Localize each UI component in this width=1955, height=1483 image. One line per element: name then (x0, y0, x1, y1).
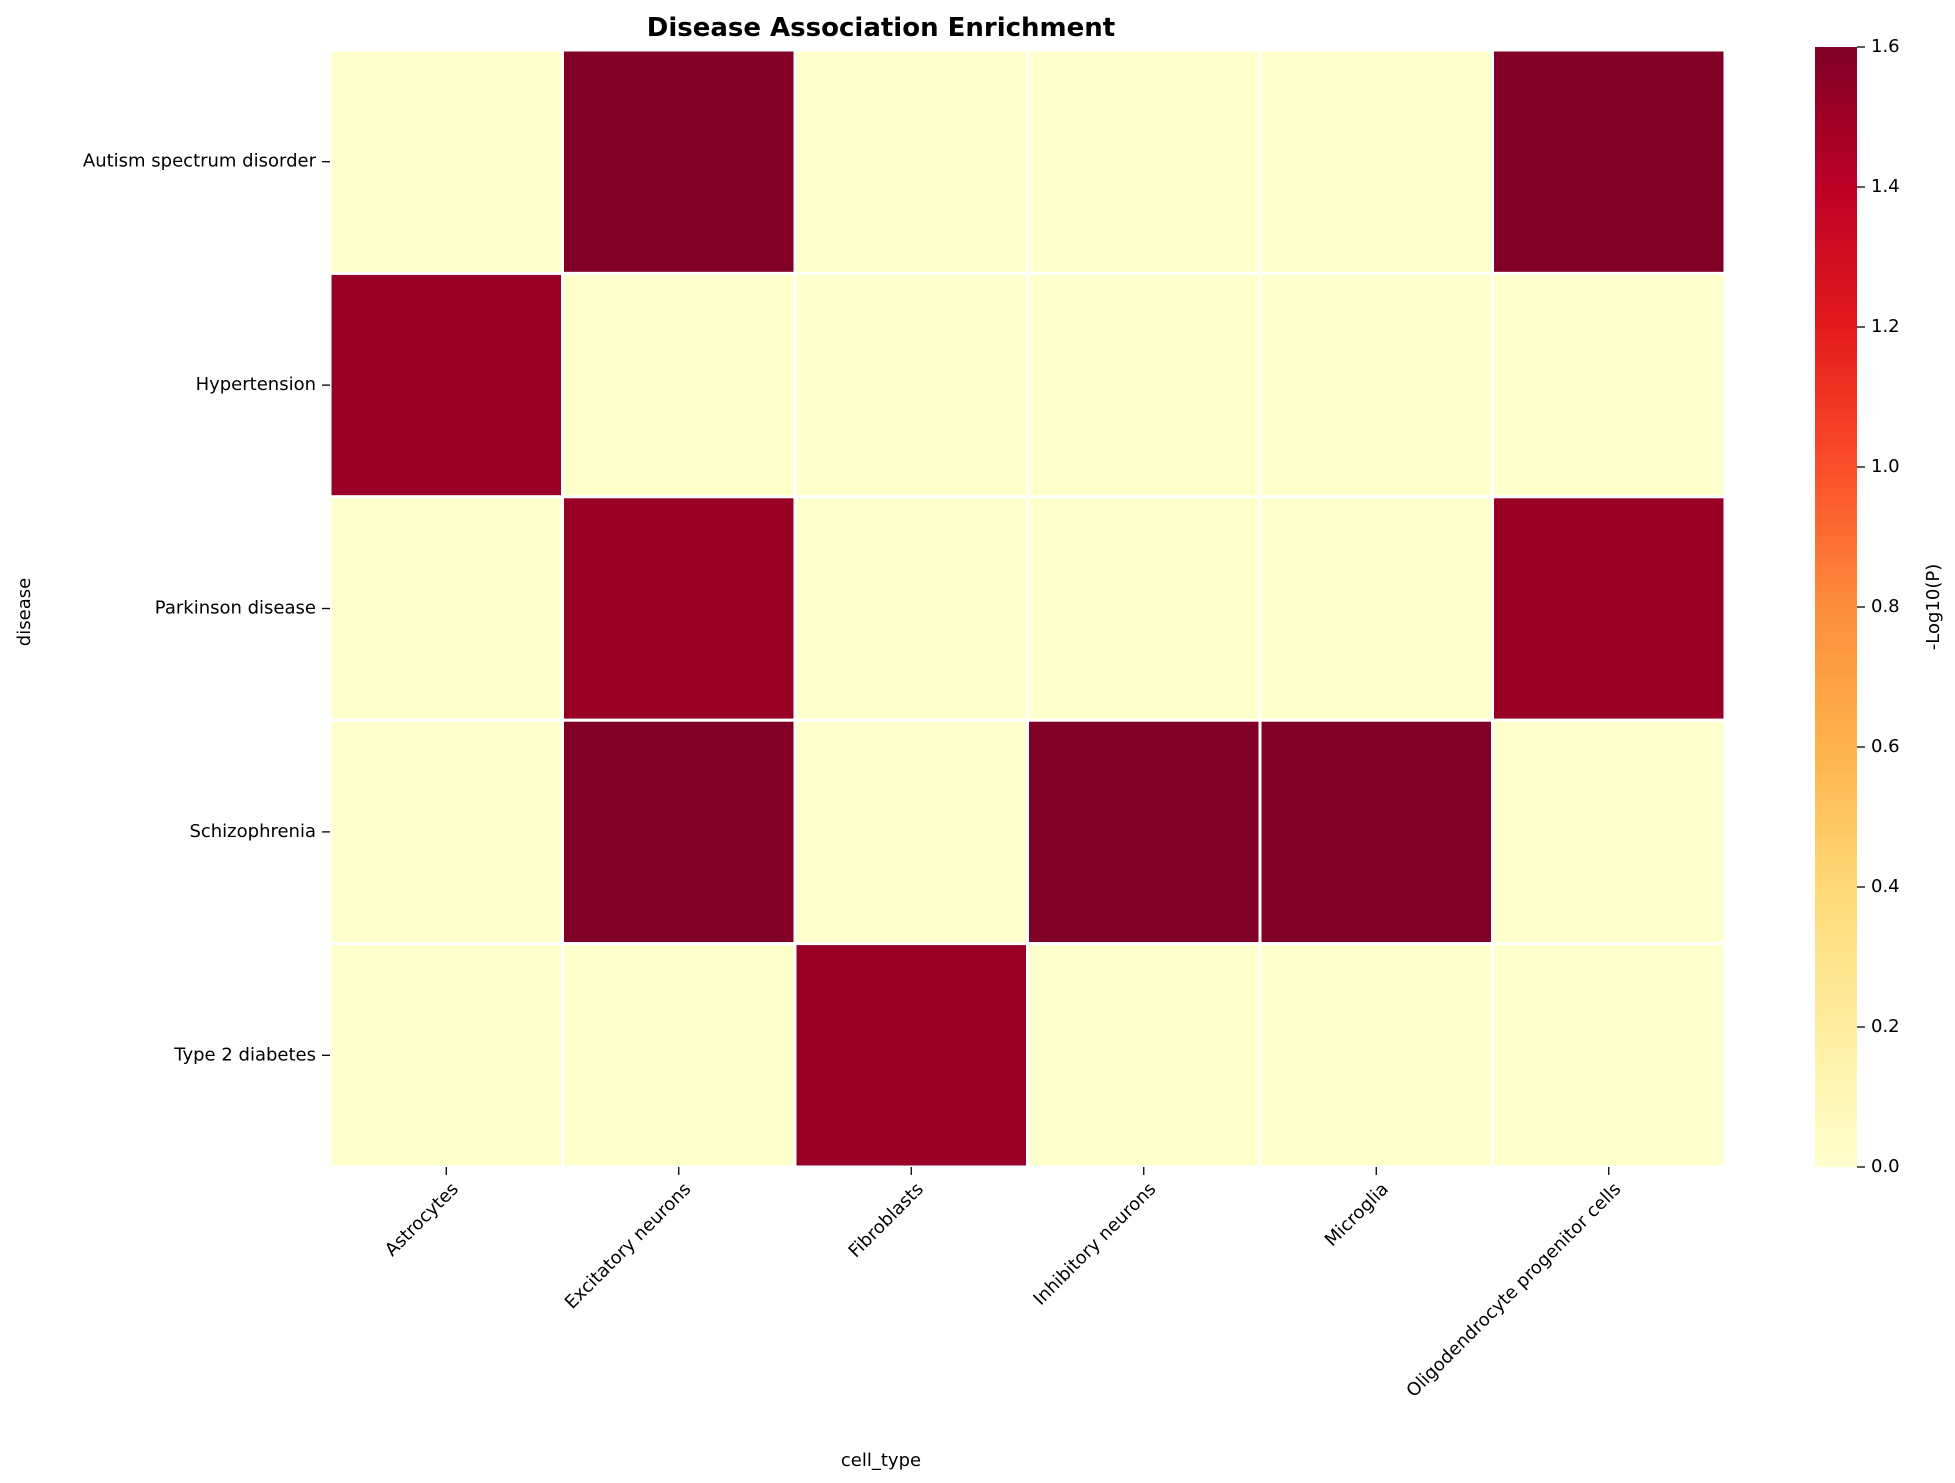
x-axis-ticks: Astrocytes Excitatory neurons Fibroblasts I… (381, 1167, 1625, 1402)
colorbar-label: -Log10(P) (1923, 564, 1944, 650)
y-axis-label: disease (14, 578, 35, 646)
heatmap-cell (328, 271, 564, 499)
heatmap-cell (328, 942, 564, 1169)
heatmap-cell (1026, 271, 1262, 499)
colorbar-tick-label: 0.6 (1871, 736, 1900, 757)
heatmap-cell (1491, 48, 1727, 275)
chart-title: Disease Association Enrichment (647, 13, 1115, 43)
heatmap-cell (561, 271, 797, 499)
heatmap-cell (1026, 495, 1262, 722)
heatmap-cell (793, 942, 1029, 1169)
heatmap-cells (328, 48, 1727, 1169)
colorbar-tick-label: 1.4 (1871, 176, 1900, 197)
heatmap-cell (1258, 48, 1494, 275)
colorbar-tick-label: 0.2 (1871, 1016, 1900, 1037)
heatmap-cell (1491, 718, 1727, 946)
colorbar-tick-label: 0.4 (1871, 876, 1900, 897)
heatmap-cell (328, 718, 564, 946)
colorbar-tick-label: 1.0 (1871, 456, 1900, 477)
colorbar-gradient (1815, 47, 1857, 1167)
colorbar-tick-label: 0.8 (1871, 596, 1900, 617)
heatmap-cell (793, 495, 1029, 722)
y-tick-label: Schizophrenia (189, 821, 316, 842)
heatmap-cell (793, 718, 1029, 946)
heatmap-cell (1026, 48, 1262, 275)
heatmap-cell (1026, 942, 1262, 1169)
heatmap-cell (1491, 271, 1727, 499)
x-tick-label: Oligodendrocyte progenitor cells (1402, 1179, 1625, 1402)
x-tick-label: Fibroblasts (845, 1179, 928, 1262)
colorbar-tick-label: 1.2 (1871, 316, 1900, 337)
heatmap-cell (1258, 718, 1494, 946)
colorbar-tick-label: 0.0 (1871, 1156, 1900, 1177)
x-axis-label: cell_type (841, 1450, 921, 1471)
heatmap-cell (561, 942, 797, 1169)
heatmap-cell (1258, 942, 1494, 1169)
heatmap-cell (1258, 271, 1494, 499)
colorbar-tick-label: 1.6 (1871, 36, 1900, 57)
x-tick-label: Excitatory neurons (561, 1179, 696, 1314)
heatmap-cell (1258, 495, 1494, 722)
colorbar-ticks: 0.0 0.2 0.4 0.6 0.8 1.0 1.2 1.4 1.6 (1857, 36, 1900, 1177)
y-tick-label: Hypertension (196, 374, 316, 395)
heatmap-cell (1491, 495, 1727, 722)
x-tick-label: Inhibitory neurons (1029, 1179, 1160, 1310)
heatmap-cell (1491, 942, 1727, 1169)
heatmap-cell (328, 48, 564, 275)
heatmap-cell (561, 718, 797, 946)
y-tick-label: Type 2 diabetes (173, 1044, 316, 1065)
y-tick-label: Autism spectrum disorder (83, 151, 317, 172)
colorbar (1815, 47, 1857, 1167)
heatmap-cell (561, 495, 797, 722)
heatmap-cell (561, 48, 797, 275)
x-tick-label: Microglia (1321, 1179, 1393, 1251)
heatmap-cell (793, 48, 1029, 275)
x-tick-label: Astrocytes (381, 1179, 463, 1261)
y-tick-label: Parkinson disease (155, 598, 316, 619)
heatmap-cell (793, 271, 1029, 499)
y-axis-ticks: Autism spectrum disorder Hypertension Park… (83, 151, 330, 1065)
heatmap-cell (1026, 718, 1262, 946)
heatmap-cell (328, 495, 564, 722)
